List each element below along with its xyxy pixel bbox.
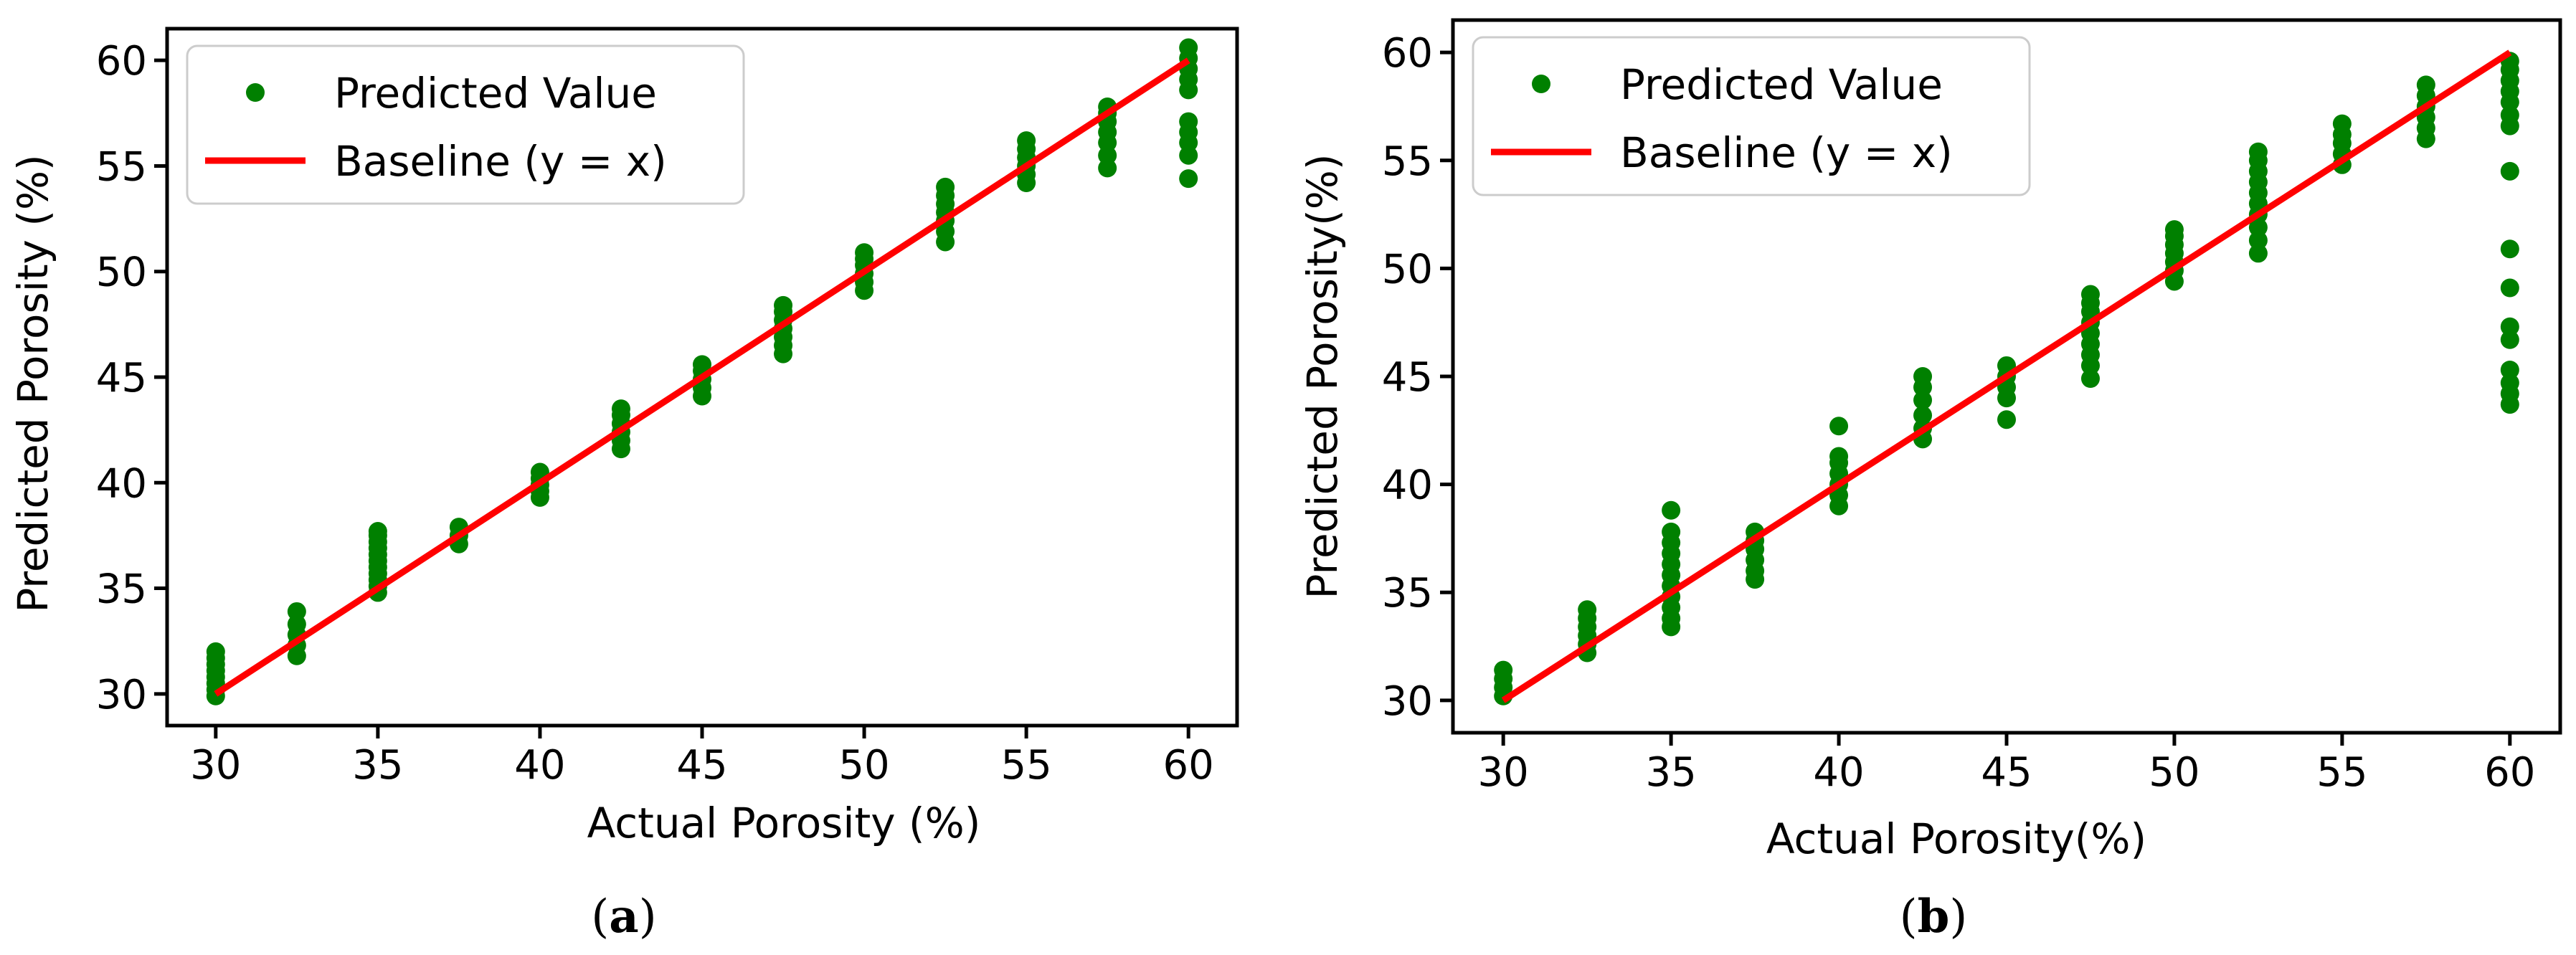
legend-box — [1472, 36, 2031, 196]
x-tick-label: 45 — [676, 742, 727, 789]
figure-caption-a: (a) — [591, 890, 656, 944]
x-tick-label: 40 — [514, 742, 565, 789]
plot-area: 30 35 40 45 50 55 60 30 35 40 45 50 55 60 — [1382, 18, 2562, 796]
legend: Predicted Value Baseline (y = x) — [186, 44, 745, 205]
scatter-point — [1913, 406, 1933, 425]
caption-letter-a: a — [609, 890, 638, 944]
y-tick-label: 35 — [1382, 570, 1433, 617]
scatter-point — [2248, 218, 2268, 237]
y-tick-label: 55 — [1382, 138, 1433, 185]
scatter-point — [1179, 38, 1198, 57]
x-axis-label: Actual Porosity(%) — [1766, 814, 2146, 863]
scatter-point — [2416, 75, 2435, 95]
x-tick-label: 30 — [190, 742, 241, 789]
scatter-point — [1829, 447, 1849, 466]
scatter-point — [2248, 231, 2268, 250]
scatter-point — [855, 243, 874, 262]
legend-label-scatter: Predicted Value — [1620, 60, 1943, 109]
scatter-point — [1578, 600, 1597, 619]
legend-marker-scatter — [1532, 75, 1550, 93]
legend-label-scatter: Predicted Value — [334, 69, 657, 118]
y-tick-label: 60 — [1382, 30, 1433, 77]
scatter-point — [206, 642, 225, 661]
y-tick-label: 55 — [96, 143, 147, 190]
scatter-point — [2080, 369, 2100, 389]
x-tick-label: 60 — [2484, 749, 2535, 796]
y-tick-label: 35 — [96, 566, 147, 613]
scatter-point — [2500, 278, 2519, 298]
baseline-line — [1501, 49, 2512, 703]
scatter-point — [2500, 360, 2519, 379]
y-tick-label: 30 — [1382, 678, 1433, 725]
legend-label-baseline: Baseline (y = x) — [334, 137, 667, 186]
x-tick-label: 35 — [352, 742, 403, 789]
x-tick-label: 55 — [1000, 742, 1051, 789]
scatter-point — [611, 399, 630, 419]
x-axis-label: Actual Porosity (%) — [587, 799, 981, 847]
legend-marker-scatter — [246, 83, 265, 102]
y-tick-label: 45 — [1382, 354, 1433, 401]
scatter-point — [1913, 367, 1933, 386]
scatter-point — [2332, 114, 2352, 133]
panel-b: 30 35 40 45 50 55 60 30 35 40 45 50 55 60 Predicted V… — [1298, 18, 2562, 944]
scatter-point — [774, 295, 793, 315]
x-tick-label: 55 — [2316, 749, 2367, 796]
x-tick-label: 60 — [1163, 742, 1214, 789]
figure-caption-b: (b) — [1900, 890, 1968, 944]
legend-label-baseline: Baseline (y = x) — [1620, 128, 1953, 177]
legend: Predicted Value Baseline (y = x) — [1472, 36, 2031, 196]
y-tick-label: 50 — [1382, 246, 1433, 293]
scatter-point — [1997, 410, 2016, 429]
y-tick-label: 40 — [96, 460, 147, 507]
legend-box — [186, 44, 745, 205]
scatter-point — [2500, 374, 2519, 393]
scatter-point — [1913, 391, 1933, 410]
scatter-point — [2500, 239, 2519, 259]
scatter-point — [2164, 220, 2184, 239]
x-tick-label: 50 — [838, 742, 889, 789]
y-tick-label: 30 — [96, 672, 147, 718]
plot-area: 30 35 40 45 50 55 60 30 35 40 45 50 55 60 — [96, 27, 1239, 789]
y-tick-label: 60 — [96, 38, 147, 85]
y-axis-label: Predicted Porosity(%) — [1298, 154, 1347, 599]
scatter-point — [2500, 161, 2519, 181]
scatter-point — [1662, 522, 1681, 541]
y-axis-label: Predicted Porosity (%) — [9, 154, 57, 612]
baseline-line — [214, 57, 1190, 697]
x-tick-label: 30 — [1478, 749, 1529, 796]
scatter-point — [693, 355, 711, 374]
scatter-point — [2080, 285, 2100, 304]
y-tick-label: 50 — [96, 250, 147, 296]
scatter-point — [368, 522, 387, 541]
caption-letter-b: b — [1918, 890, 1950, 944]
x-tick-label: 35 — [1645, 749, 1696, 796]
scatter-point — [1179, 112, 1198, 131]
scatter-point — [1179, 169, 1198, 189]
scatter-point — [2500, 317, 2519, 336]
x-tick-label: 45 — [1981, 749, 2032, 796]
scatter-point — [2248, 142, 2268, 161]
x-tick-label: 40 — [1813, 749, 1864, 796]
scatter-point — [287, 602, 306, 621]
x-tick-label: 50 — [2149, 749, 2199, 796]
scatter-point — [1494, 660, 1513, 680]
scatter-point — [1662, 500, 1681, 520]
scatter-point — [2500, 105, 2519, 125]
y-tick-label: 40 — [1382, 462, 1433, 509]
scatter-point — [2248, 244, 2268, 263]
panel-a: 30 35 40 45 50 55 60 30 35 40 45 50 55 60 Predicted V… — [9, 27, 1239, 944]
y-tick-label: 45 — [96, 355, 147, 402]
scatter-point — [1017, 131, 1036, 151]
scatter-point — [936, 177, 955, 196]
scatter-point — [2500, 330, 2519, 349]
scatter-point — [1829, 417, 1849, 436]
